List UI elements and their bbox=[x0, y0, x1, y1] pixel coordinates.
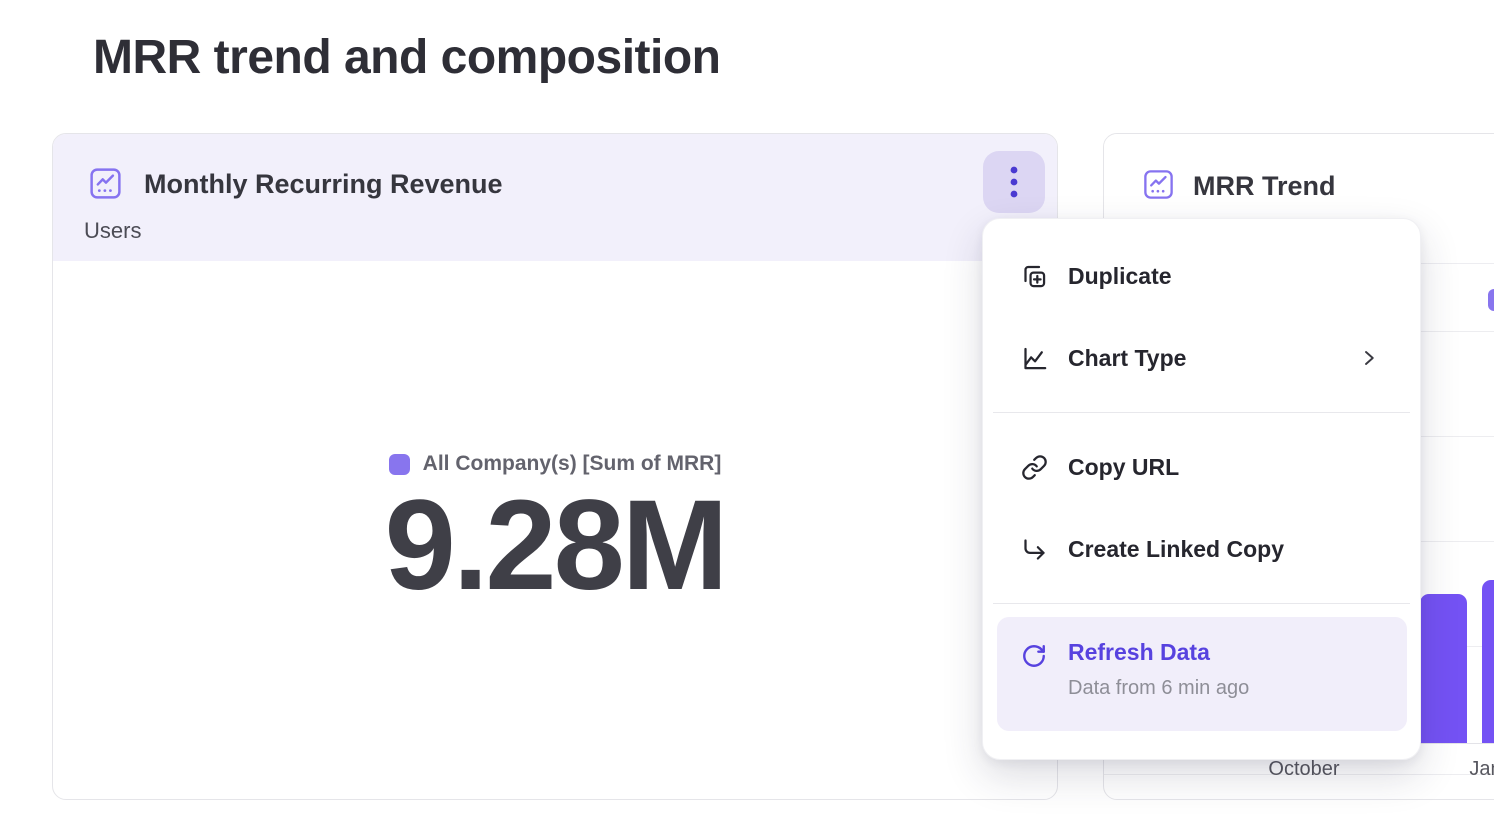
card-options-menu: Duplicate Chart Type Copy URL bbox=[982, 218, 1421, 760]
legend-label: All Company(s) [Sum of MRR] bbox=[422, 452, 722, 475]
menu-item-label: Chart Type bbox=[1068, 344, 1187, 371]
mrr-card-title: Monthly Recurring Revenue bbox=[144, 169, 503, 199]
menu-item-label: Create Linked Copy bbox=[1068, 535, 1284, 562]
menu-item-label: Copy URL bbox=[1068, 453, 1180, 480]
refresh-icon bbox=[1021, 643, 1047, 669]
menu-item-label: Refresh Data bbox=[1068, 639, 1210, 665]
trend-bar bbox=[1420, 594, 1467, 743]
kebab-vertical-icon bbox=[983, 151, 1045, 213]
mrr-card: Monthly Recurring Revenue Users All Comp… bbox=[52, 133, 1058, 800]
trend-bar bbox=[1482, 580, 1494, 743]
refresh-data-age: Data from 6 min ago bbox=[1068, 677, 1250, 699]
chevron-right-icon bbox=[1360, 349, 1378, 367]
menu-item-create-linked-copy[interactable]: Create Linked Copy bbox=[983, 508, 1420, 590]
menu-item-copy-url[interactable]: Copy URL bbox=[983, 426, 1420, 508]
mrr-card-subtitle: Users bbox=[84, 218, 142, 243]
link-icon bbox=[1021, 454, 1048, 481]
menu-item-chart-type[interactable]: Chart Type bbox=[983, 317, 1420, 399]
legend-swatch-icon bbox=[388, 453, 410, 475]
menu-item-label: Duplicate bbox=[1068, 262, 1172, 289]
duplicate-icon bbox=[1021, 263, 1048, 290]
trend-card-title: MRR Trend bbox=[1193, 171, 1336, 201]
x-axis-tick-label: January bbox=[1469, 758, 1494, 780]
chart-gridline bbox=[1104, 774, 1494, 775]
mrr-card-header: Monthly Recurring Revenue Users bbox=[53, 134, 1057, 261]
corner-down-right-icon bbox=[1021, 536, 1048, 563]
mrr-legend: All Company(s) [Sum of MRR] bbox=[388, 452, 722, 476]
menu-divider bbox=[993, 603, 1410, 604]
menu-divider bbox=[993, 412, 1410, 413]
trend-legend-swatch-icon bbox=[1488, 289, 1494, 311]
chart-widget-icon bbox=[87, 165, 124, 202]
page-title: MRR trend and composition bbox=[93, 31, 721, 84]
chart-widget-icon bbox=[1141, 167, 1178, 204]
chart-type-icon bbox=[1021, 345, 1048, 372]
card-options-button[interactable] bbox=[983, 151, 1045, 213]
menu-item-refresh-data[interactable]: Refresh Data Data from 6 min ago bbox=[997, 617, 1407, 731]
menu-item-duplicate[interactable]: Duplicate bbox=[983, 235, 1420, 317]
mrr-value: 9.28M bbox=[384, 474, 729, 617]
x-axis-tick-label: October bbox=[1268, 758, 1340, 780]
mrr-kpi-body: All Company(s) [Sum of MRR] 9.28M bbox=[53, 261, 1057, 801]
